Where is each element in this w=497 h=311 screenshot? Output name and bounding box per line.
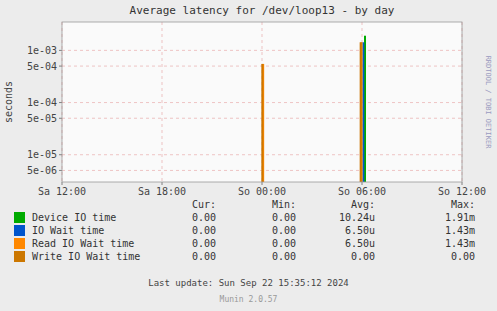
legend-header: Avg: [351, 199, 375, 210]
legend-header: Max: [451, 199, 475, 210]
legend-stat: 1.43m [445, 238, 475, 249]
legend-stat: 10.24u [339, 212, 375, 223]
legend-label: Read IO Wait time [32, 238, 134, 249]
legend-stat: 1.43m [445, 225, 475, 236]
y-tick [59, 102, 62, 103]
legend-stat: 0.00 [351, 251, 375, 262]
x-tick-label: So 12:00 [438, 186, 486, 197]
spike [360, 42, 362, 182]
legend-stat: 0.00 [272, 251, 296, 262]
legend-label: Write IO Wait time [32, 251, 140, 262]
chart: Average latency for /dev/loop13 - by day… [0, 0, 497, 311]
data-marks [261, 36, 366, 182]
y-tick [59, 170, 62, 171]
legend-swatch [14, 225, 25, 236]
x-tick-label: Sa 12:00 [38, 186, 86, 197]
x-tick [362, 182, 363, 185]
watermark: RRDTOOL / TOBI OETIKER [484, 56, 492, 150]
x-grid-line [162, 22, 163, 182]
x-tick [162, 182, 163, 185]
legend-swatch [14, 238, 25, 249]
legend-swatch [14, 212, 25, 223]
y-tick [59, 118, 62, 119]
y-tick-label: 1e-04 [27, 97, 57, 108]
y-tick-label: 1e-03 [27, 45, 57, 56]
legend-label: Device IO time [32, 212, 116, 223]
grid [62, 22, 462, 182]
x-tick [62, 182, 63, 185]
legend-stat: 6.50u [345, 238, 375, 249]
x-grid-line [262, 22, 263, 182]
y-tick-label: 5e-06 [27, 165, 57, 176]
legend-label: IO Wait time [32, 225, 104, 236]
y-tick-label: 5e-05 [27, 113, 57, 124]
legend-stat: 0.00 [451, 251, 475, 262]
legend-header: Cur: [192, 199, 216, 210]
y-tick-label: 1e-05 [27, 149, 57, 160]
legend-stat: 0.00 [272, 225, 296, 236]
legend-stat: 0.00 [272, 238, 296, 249]
background [0, 0, 497, 311]
y-grid-line [62, 50, 462, 51]
spike [262, 64, 264, 182]
legend-stat: 0.00 [272, 212, 296, 223]
spike [261, 64, 263, 182]
x-tick-label: So 06:00 [338, 186, 386, 197]
y-tick-label: 5e-04 [27, 61, 57, 72]
legend-swatch [14, 251, 25, 262]
plot-frame [62, 22, 462, 182]
y-tick [59, 66, 62, 67]
x-tick [262, 182, 263, 185]
legend-stat: 0.00 [192, 225, 216, 236]
legend-stat: 0.00 [192, 238, 216, 249]
legend-stat: 0.00 [192, 251, 216, 262]
title: Average latency for /dev/loop13 - by day [130, 4, 395, 17]
x-tick-label: So 00:00 [238, 186, 286, 197]
y-tick [59, 50, 62, 51]
legend-stat: 1.91m [445, 212, 475, 223]
last-update: Last update: Sun Sep 22 15:35:12 2024 [148, 278, 348, 288]
plot-area [62, 22, 462, 182]
legend-stat: 6.50u [345, 225, 375, 236]
x-tick-label: Sa 18:00 [138, 186, 186, 197]
spike [361, 42, 363, 182]
version: Munin 2.0.57 [220, 295, 278, 304]
y-tick [59, 154, 62, 155]
legend-header: Min: [272, 199, 296, 210]
x-tick [462, 182, 463, 185]
legend: Cur: Min: Avg: Max: Device IO time 0.00 0.00 10… [14, 199, 475, 262]
y-axis-label: seconds [3, 81, 14, 123]
spike [362, 42, 364, 182]
legend-stat: 0.00 [192, 212, 216, 223]
